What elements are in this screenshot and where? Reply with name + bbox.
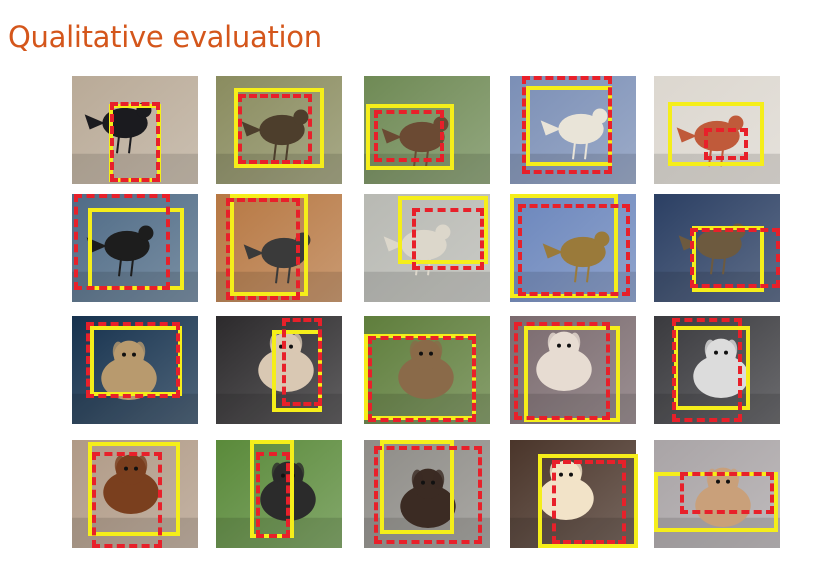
image-cell-bird [364,76,490,184]
red-dashed-bounding-box [690,228,780,288]
slide-title: Qualitative evaluation [8,20,322,54]
image-cell-bird [72,76,198,184]
red-dashed-bounding-box [238,94,312,164]
bird-photo [510,76,636,184]
dog-photo [510,440,636,548]
red-dashed-bounding-box [672,318,742,422]
bird-photo [364,194,490,302]
yellow-bounding-box [668,102,764,166]
image-cell-dog [216,316,342,424]
red-dashed-bounding-box [374,446,482,544]
image-cell-bird [72,194,198,302]
yellow-bounding-box [510,194,618,298]
image-cell-bird [654,76,780,184]
yellow-bounding-box [398,196,488,264]
image-cell-dog [654,440,780,548]
yellow-bounding-box [524,326,620,422]
image-cell-bird [510,194,636,302]
image-cell-dog [510,316,636,424]
image-cell-dog [364,440,490,548]
red-dashed-bounding-box [282,318,322,406]
yellow-bounding-box [234,88,324,168]
red-dashed-bounding-box [552,460,626,544]
image-cell-bird [510,76,636,184]
red-dashed-bounding-box [374,110,444,162]
image-cell-dog [364,316,490,424]
image-cell-bird [216,194,342,302]
red-dashed-bounding-box [522,76,612,174]
red-dashed-bounding-box [518,204,630,296]
image-cell-bird [216,76,342,184]
image-cell-dog [72,316,198,424]
yellow-bounding-box [230,194,308,296]
red-dashed-bounding-box [92,452,162,548]
image-cell-dog [510,440,638,548]
red-dashed-bounding-box [412,208,484,270]
yellow-bounding-box [88,442,180,536]
yellow-bounding-box [674,326,750,410]
red-dashed-bounding-box [86,322,180,398]
red-dashed-bounding-box [368,336,476,422]
yellow-bounding-box [538,454,638,548]
red-dashed-bounding-box [704,128,748,160]
red-dashed-bounding-box [680,472,774,514]
image-cell-dog [72,440,198,548]
image-cell-dog [216,440,342,548]
yellow-bounding-box [366,104,454,170]
red-dashed-bounding-box [514,322,610,420]
red-dashed-bounding-box [110,102,160,182]
red-dashed-bounding-box [74,194,170,290]
yellow-bounding-box [380,440,454,534]
image-cell-bird [654,194,780,302]
red-dashed-bounding-box [256,452,290,538]
red-dashed-bounding-box [226,198,300,300]
image-cell-dog [654,316,780,424]
image-cell-bird [364,194,490,302]
